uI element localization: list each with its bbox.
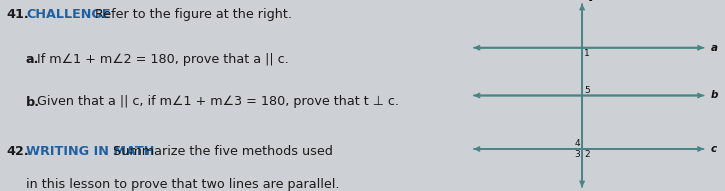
Text: 5: 5 xyxy=(584,86,590,95)
Text: b.: b. xyxy=(26,96,40,108)
Text: a.: a. xyxy=(26,53,39,66)
Text: WRITING IN MATH: WRITING IN MATH xyxy=(26,145,154,158)
Text: If m∠1 + m∠2 = 180, prove that a || c.: If m∠1 + m∠2 = 180, prove that a || c. xyxy=(37,53,289,66)
Text: 42.: 42. xyxy=(6,145,29,158)
Text: a: a xyxy=(710,43,718,53)
Text: 3: 3 xyxy=(575,150,581,159)
Text: in this lesson to prove that two lines are parallel.: in this lesson to prove that two lines a… xyxy=(26,178,339,191)
Text: CHALLENGE: CHALLENGE xyxy=(26,8,110,21)
Text: c: c xyxy=(710,144,716,154)
Text: t: t xyxy=(587,0,592,3)
Text: Given that a || c, if m∠1 + m∠3 = 180, prove that t ⊥ c.: Given that a || c, if m∠1 + m∠3 = 180, p… xyxy=(37,96,399,108)
Text: 41.: 41. xyxy=(6,8,29,21)
Text: 2: 2 xyxy=(584,150,589,159)
Text: 1: 1 xyxy=(584,49,590,58)
Text: Refer to the figure at the right.: Refer to the figure at the right. xyxy=(91,8,292,21)
Text: 4: 4 xyxy=(575,139,581,148)
Text: Summarize the five methods used: Summarize the five methods used xyxy=(105,145,333,158)
Text: b: b xyxy=(710,91,718,100)
